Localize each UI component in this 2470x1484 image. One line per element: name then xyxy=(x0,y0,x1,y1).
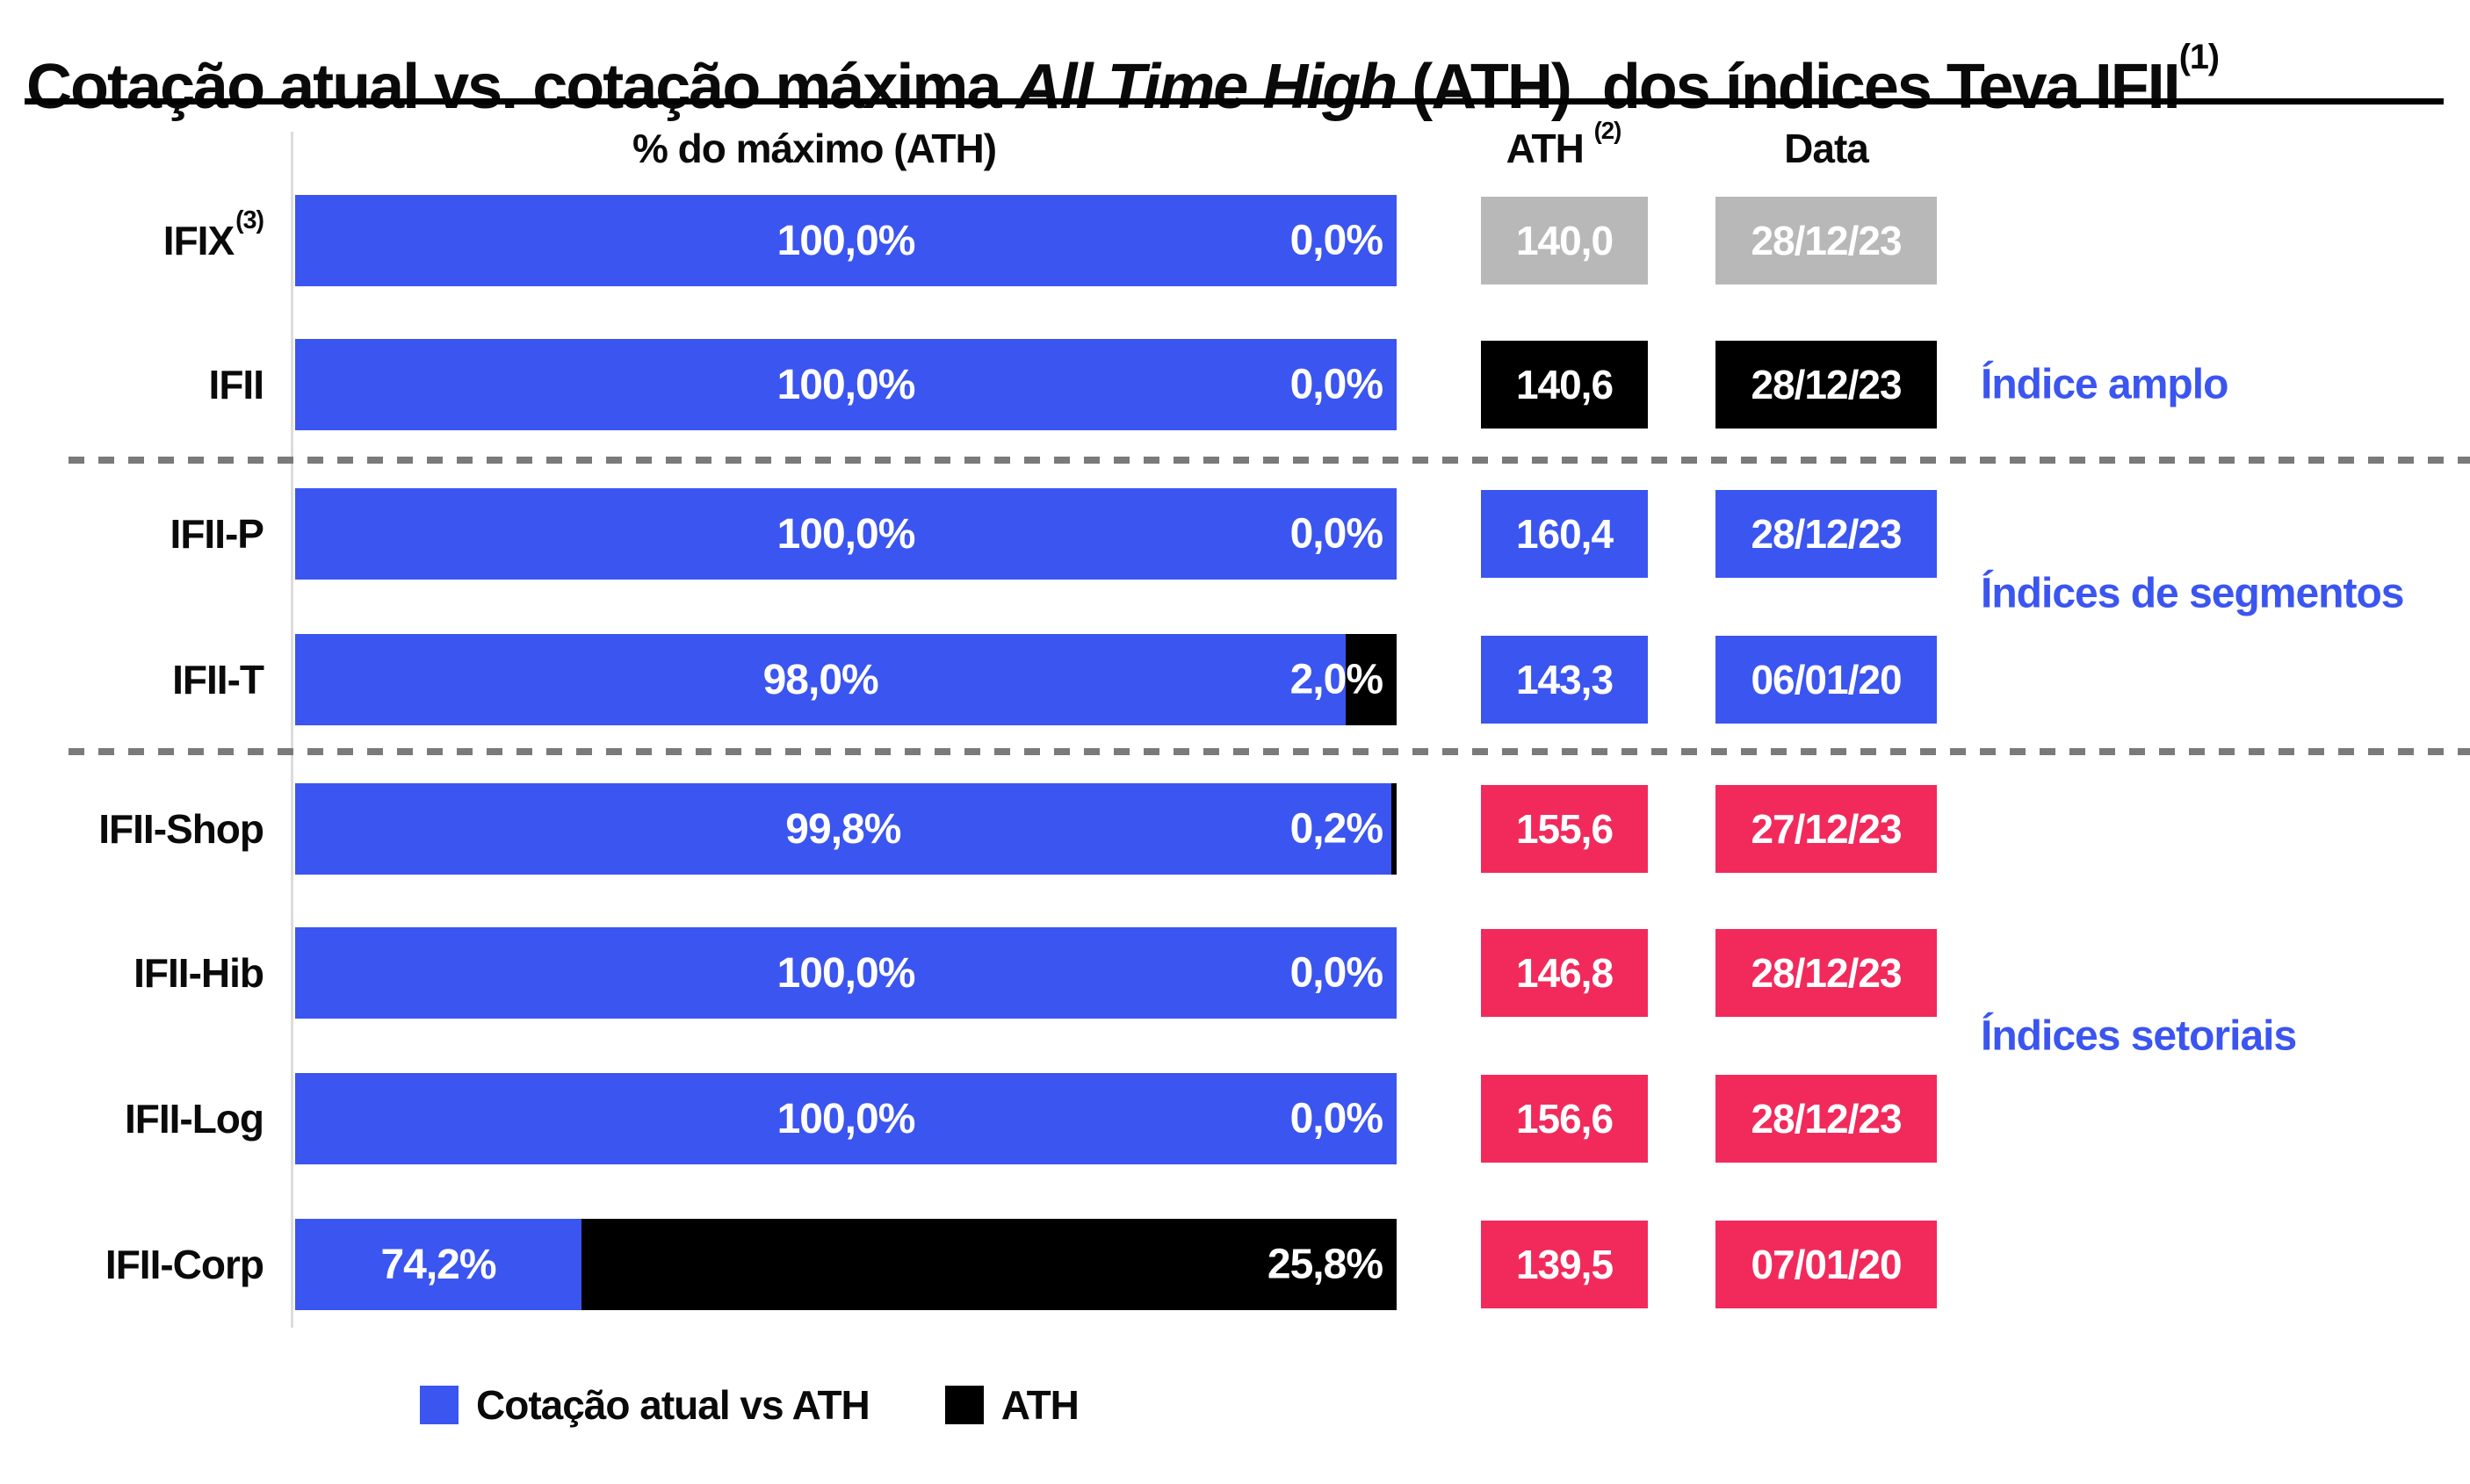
bar-value-current: 100,0% xyxy=(776,510,916,558)
bar-segment-ath-remainder xyxy=(581,1219,1397,1310)
row-label-footnote-marker: (3) xyxy=(235,205,264,234)
row-label-text: IFII-Shop xyxy=(98,806,264,852)
bar-value-current: 98,0% xyxy=(762,656,879,703)
bar-value-remainder: 2,0% xyxy=(1289,656,1383,703)
ath-date-badge: 28/12/23 xyxy=(1715,197,1937,285)
column-header-percent-of-ath: % do máximo (ATH) xyxy=(632,126,997,171)
ath-value-badge: 143,3 xyxy=(1481,636,1648,724)
ath-value-badge: 156,6 xyxy=(1481,1075,1648,1163)
column-header-date: Data xyxy=(1784,126,1869,171)
ath-date-badge: 28/12/23 xyxy=(1715,341,1937,429)
chart-row: IFII-Log 100,0% 0,0% 156,6 28/12/23 xyxy=(0,1073,2470,1164)
chart-row: IFII 100,0% 0,0% 140,6 28/12/23 xyxy=(0,339,2470,430)
stacked-bar: 100,0% 0,0% xyxy=(295,339,1397,430)
bar-segment-current-vs-ath: 99,8% xyxy=(295,783,1391,875)
legend-swatch-current xyxy=(420,1386,459,1424)
bar-value-remainder: 25,8% xyxy=(1267,1241,1383,1288)
chart-row: IFII-Hib 100,0% 0,0% 146,8 28/12/23 xyxy=(0,927,2470,1019)
row-label: IFII-P xyxy=(0,488,264,580)
group-separator-dashed-line-1 xyxy=(69,457,2470,464)
bar-value-current: 74,2% xyxy=(380,1241,496,1288)
ath-date-badge: 28/12/23 xyxy=(1715,1075,1937,1163)
bar-segment-current-vs-ath: 100,0% xyxy=(295,488,1397,580)
row-label-text: IFII-T xyxy=(172,657,264,702)
ath-date-badge: 07/01/20 xyxy=(1715,1221,1937,1308)
row-label: IFII-T xyxy=(0,634,264,725)
row-label: IFII-Corp xyxy=(0,1219,264,1310)
group-label-indices-setoriais: Índices setoriais xyxy=(1981,1012,2297,1060)
ath-value-badge: 139,5 xyxy=(1481,1221,1648,1308)
bar-value-remainder: 0,0% xyxy=(1289,217,1383,264)
chart-row: IFII-T 98,0% 2,0% 143,3 06/01/20 xyxy=(0,634,2470,725)
stacked-bar: 99,8% 0,2% xyxy=(295,783,1397,875)
ath-header-text: ATH xyxy=(1506,126,1585,171)
bar-value-current: 100,0% xyxy=(776,1095,916,1142)
chart-row: IFII-Shop 99,8% 0,2% 155,6 27/12/23 xyxy=(0,783,2470,875)
group-separator-dashed-line-2 xyxy=(69,748,2470,755)
legend-label-ath: ATH xyxy=(1000,1382,1080,1428)
bar-segment-ath-remainder xyxy=(1346,634,1397,725)
row-label-text: IFII xyxy=(208,362,264,407)
page-title: Cotação atual vs. cotação máxima All Tim… xyxy=(26,38,2451,123)
row-label: IFII xyxy=(0,339,264,430)
row-label-text: IFIX xyxy=(162,218,235,263)
column-header-ath: ATH (2) xyxy=(1458,117,1669,172)
legend: Cotação atual vs ATH ATH xyxy=(420,1382,1080,1428)
y-axis-line xyxy=(291,132,293,1328)
group-label-indice-amplo: Índice amplo xyxy=(1981,361,2228,408)
row-label-text: IFII-Corp xyxy=(105,1242,264,1287)
title-italic: All Time High xyxy=(1015,52,1398,123)
title-suffix: (ATH) dos índices Teva IFII xyxy=(1396,52,2180,123)
ath-value-badge: 146,8 xyxy=(1481,929,1648,1017)
ath-value-badge: 140,0 xyxy=(1481,197,1648,285)
stacked-bar: 100,0% 0,0% xyxy=(295,927,1397,1019)
ath-header-footnote-marker: (2) xyxy=(1593,116,1622,144)
chart-row: IFII-Corp 74,2% 25,8% 139,5 07/01/20 xyxy=(0,1219,2470,1310)
legend-swatch-ath xyxy=(944,1386,984,1424)
stacked-bar: 100,0% 0,0% xyxy=(295,1073,1397,1164)
legend-label-current: Cotação atual vs ATH xyxy=(476,1382,870,1428)
ath-date-badge: 27/12/23 xyxy=(1715,785,1937,873)
row-label-text: IFII-Hib xyxy=(134,950,264,996)
bar-value-current: 100,0% xyxy=(776,949,916,997)
stacked-bar: 98,0% 2,0% xyxy=(295,634,1397,725)
bar-value-current: 99,8% xyxy=(785,805,901,853)
bar-segment-current-vs-ath: 100,0% xyxy=(295,927,1397,1019)
bar-value-remainder: 0,0% xyxy=(1289,510,1383,558)
row-label-text: IFII-P xyxy=(170,511,264,557)
bar-value-remainder: 0,2% xyxy=(1289,805,1383,853)
stacked-bar: 74,2% 25,8% xyxy=(295,1219,1397,1310)
row-label: IFII-Shop xyxy=(0,783,264,875)
bar-segment-current-vs-ath: 100,0% xyxy=(295,195,1397,286)
bar-value-remainder: 0,0% xyxy=(1289,949,1383,997)
ath-date-badge: 28/12/23 xyxy=(1715,929,1937,1017)
chart-row: IFII-P 100,0% 0,0% 160,4 28/12/23 xyxy=(0,488,2470,580)
ath-date-badge: 06/01/20 xyxy=(1715,636,1937,724)
bar-value-current: 100,0% xyxy=(776,361,916,408)
ath-date-badge: 28/12/23 xyxy=(1715,490,1937,578)
title-prefix: Cotação atual vs. cotação máxima xyxy=(26,52,1016,123)
row-label: IFII-Hib xyxy=(0,927,264,1019)
bar-segment-current-vs-ath: 98,0% xyxy=(295,634,1347,725)
row-label-text: IFII-Log xyxy=(124,1096,264,1142)
title-underline xyxy=(25,98,2444,104)
bar-segment-current-vs-ath: 100,0% xyxy=(295,339,1397,430)
stacked-bar: 100,0% 0,0% xyxy=(295,195,1397,286)
group-label-indices-de-segmentos: Índices de segmentos xyxy=(1981,570,2404,617)
stacked-bar: 100,0% 0,0% xyxy=(295,488,1397,580)
ath-value-badge: 160,4 xyxy=(1481,490,1648,578)
row-label: IFII-Log xyxy=(0,1073,264,1164)
bar-segment-ath-remainder xyxy=(1390,783,1397,875)
bar-segment-current-vs-ath: 74,2% xyxy=(295,1219,582,1310)
title-footnote-marker: (1) xyxy=(2178,38,2220,77)
bar-value-remainder: 0,0% xyxy=(1289,1095,1383,1142)
ath-value-badge: 140,6 xyxy=(1481,341,1648,429)
bar-segment-current-vs-ath: 100,0% xyxy=(295,1073,1397,1164)
row-label: IFIX (3) xyxy=(0,195,264,286)
ath-value-badge: 155,6 xyxy=(1481,785,1648,873)
bar-value-remainder: 0,0% xyxy=(1289,361,1383,408)
bar-value-current: 100,0% xyxy=(776,217,916,264)
chart-row: IFIX (3) 100,0% 0,0% 140,0 28/12/23 xyxy=(0,195,2470,286)
